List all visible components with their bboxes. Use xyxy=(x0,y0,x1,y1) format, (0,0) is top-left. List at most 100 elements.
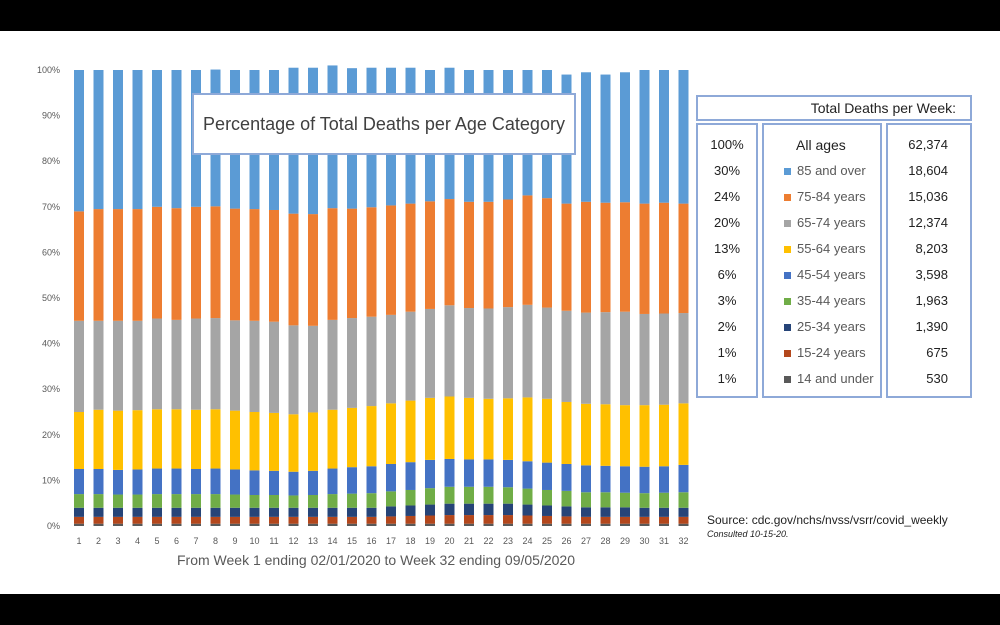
bar-segment xyxy=(386,314,396,404)
bar-segment xyxy=(542,307,552,399)
bar-segment xyxy=(171,523,182,526)
bar-segment xyxy=(444,523,455,526)
bar-segment xyxy=(132,516,143,524)
legend-item: 65-74 years xyxy=(764,211,880,235)
legend-item: 15-24 years xyxy=(764,341,880,365)
bar-segment xyxy=(269,523,279,526)
bar-segment xyxy=(191,507,201,517)
y-tick-label: 80% xyxy=(42,156,60,166)
x-tick-label: 19 xyxy=(425,536,435,546)
bar-segment xyxy=(444,396,455,459)
bar-segment xyxy=(659,516,669,524)
age-label-column: All ages 85 and over 75-84 years 65-74 y… xyxy=(762,123,882,398)
bar-segment xyxy=(93,469,104,495)
bar-segment xyxy=(659,466,669,493)
bar-segment xyxy=(483,398,494,460)
x-tick-label: 7 xyxy=(193,536,198,546)
x-tick-label: 2 xyxy=(96,536,101,546)
bar-segment xyxy=(542,523,552,526)
bar-segment xyxy=(308,214,318,326)
legend-label: 25-34 years xyxy=(797,319,866,334)
bar-segment xyxy=(269,209,279,322)
legend-swatch-45-54 xyxy=(784,272,791,280)
bar-segment xyxy=(503,487,513,504)
bar-segment xyxy=(152,468,162,495)
bar-segment xyxy=(581,72,591,202)
bar-segment xyxy=(678,403,689,465)
bar-segment xyxy=(171,516,182,524)
bar-segment xyxy=(464,515,474,524)
x-tick-label: 22 xyxy=(483,536,493,546)
bar-segment xyxy=(366,207,377,317)
bar-segment xyxy=(288,471,299,496)
legend-item: 85 and over xyxy=(764,159,880,183)
label-all-ages: All ages xyxy=(796,137,846,153)
bar-segment xyxy=(444,503,455,516)
bar-segment xyxy=(483,503,494,516)
legend-swatch-35-44 xyxy=(784,298,791,306)
total-55-64: 8,203 xyxy=(915,241,948,256)
bar-segment xyxy=(581,507,591,517)
bar-segment xyxy=(386,491,396,507)
bar-segment xyxy=(639,516,650,524)
bar-segment xyxy=(249,320,260,412)
bar-segment xyxy=(210,494,221,508)
total-25-34: 1,390 xyxy=(915,319,948,334)
bar-segment xyxy=(210,516,221,524)
bar-segment xyxy=(288,516,299,524)
bar-segment xyxy=(269,470,279,495)
bar-segment xyxy=(191,523,201,526)
bar-segment xyxy=(503,523,513,526)
bar-segment xyxy=(405,203,416,312)
bar-segment xyxy=(74,320,84,412)
bar-segment xyxy=(152,409,162,469)
bar-segment xyxy=(230,410,240,470)
bar-segment xyxy=(639,523,650,526)
bar-segment xyxy=(347,493,357,508)
bar-segment xyxy=(464,308,474,398)
bar-segment xyxy=(464,523,474,526)
bar-segment xyxy=(327,523,338,526)
bar-segment xyxy=(152,507,162,517)
bar-segment xyxy=(93,494,104,508)
legend-swatch-75-84 xyxy=(784,194,791,202)
percent-45-54: 6% xyxy=(717,267,737,282)
bar-segment xyxy=(327,409,338,469)
bar-segment xyxy=(152,494,162,508)
bar-segment xyxy=(600,404,611,466)
bar-segment xyxy=(561,523,572,526)
bar-segment xyxy=(171,409,182,469)
bar-segment xyxy=(347,507,357,517)
bar-segment xyxy=(93,523,104,526)
bar-segment xyxy=(600,465,611,493)
bar-segment xyxy=(308,516,318,524)
source-text: Source: cdc.gov/nchs/nvss/vsrr/covid_wee… xyxy=(707,513,948,527)
percent-15-24: 1% xyxy=(717,345,737,360)
bar-segment xyxy=(366,493,377,508)
bar-segment xyxy=(230,320,240,411)
bar-segment xyxy=(171,507,182,517)
bar-segment xyxy=(444,486,455,504)
bar-segment xyxy=(425,488,435,505)
bar-segment xyxy=(327,468,338,495)
bar-segment xyxy=(288,507,299,517)
percent-all-ages: 100% xyxy=(710,137,744,152)
legend-label: 75-84 years xyxy=(797,189,866,204)
bar-segment xyxy=(659,523,669,526)
bar-segment xyxy=(542,505,552,516)
bar-segment xyxy=(386,516,396,524)
bar-segment xyxy=(366,516,377,524)
bar-segment xyxy=(152,516,162,524)
bar-segment xyxy=(132,507,143,517)
bar-segment xyxy=(171,208,182,320)
bar-segment xyxy=(132,410,143,470)
bar-segment xyxy=(659,202,669,314)
bar-segment xyxy=(503,307,513,399)
total-deaths-column: 62,374 18,604 15,036 12,374 8,203 3,598 … xyxy=(886,123,972,398)
legend-item: 25-34 years xyxy=(764,315,880,339)
bar-segment xyxy=(93,209,104,321)
bar-segment xyxy=(581,465,591,493)
bar-segment xyxy=(600,202,611,313)
bar-segment xyxy=(386,403,396,464)
percent-14-and-under: 1% xyxy=(717,371,737,386)
